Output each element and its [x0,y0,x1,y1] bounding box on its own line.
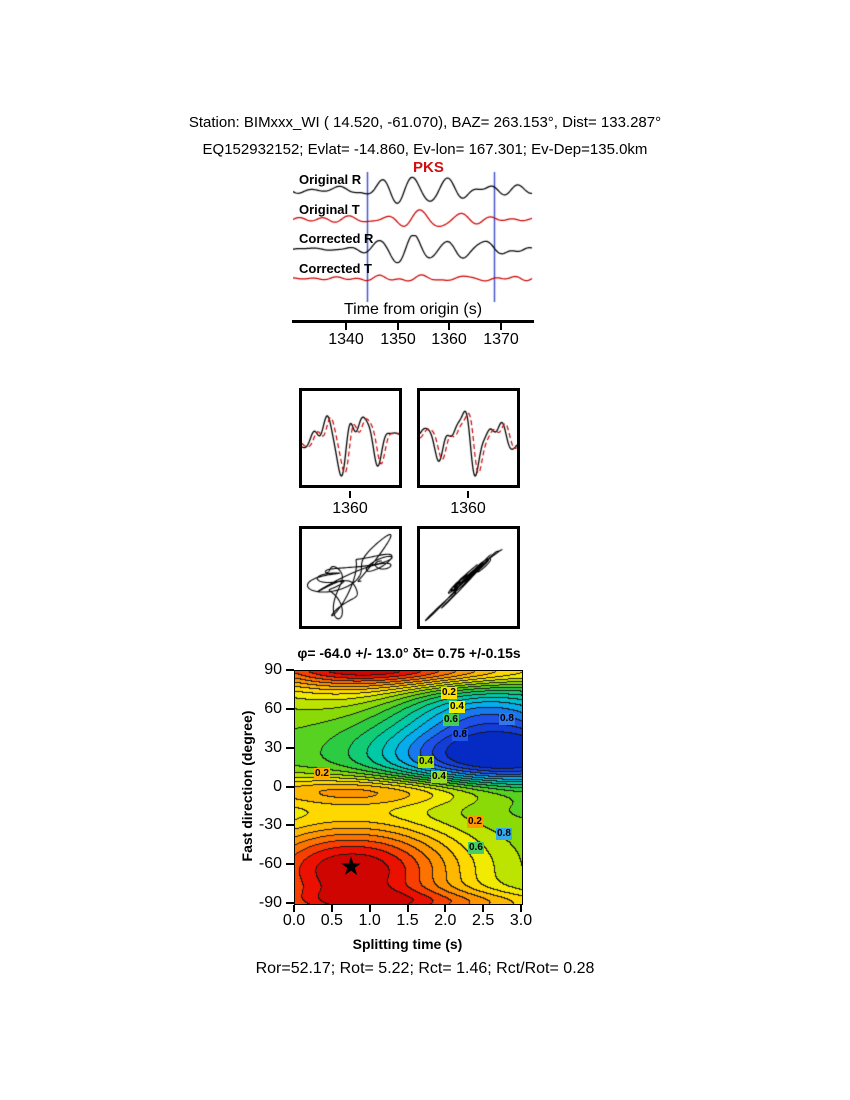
fast-direction-tick [286,785,294,788]
contour-level-label: 0.6 [468,842,484,854]
splitting-time-tick-label: 2.0 [434,912,457,929]
splitting-time-tick-label: 0.5 [320,912,343,929]
time-axis-tick-label: 1370 [483,331,519,348]
fast-direction-tick-label: 60 [264,699,282,717]
splitting-time-tick-label: 2.5 [472,912,495,929]
window-tick-label-2: 1360 [450,500,486,517]
time-axis-tick-label: 1340 [328,331,364,348]
time-axis-tick-label: 1360 [431,331,467,348]
time-axis-tick [448,323,450,330]
window-waveform-box-2 [417,388,520,488]
trace-label-corrected-t: Corrected T [299,260,372,276]
particle-motion-canvas-2 [420,529,517,626]
window-waveform-canvas-2 [420,391,517,485]
window-box-tick-2 [467,491,469,498]
contour-level-label: 0.6 [443,714,459,726]
time-axis-tick [397,323,399,330]
contour-level-label: 0.8 [499,713,515,725]
trace-label-corrected-r: Corrected R [299,231,374,246]
trace-label-original-r: Original R [299,172,362,187]
time-axis-tick [500,323,502,330]
splitting-time-tick-label: 0.0 [282,912,306,929]
fast-direction-tick-label: -30 [258,816,282,834]
fast-direction-tick [286,707,294,710]
contour-level-label: 0.2 [467,816,483,828]
particle-motion-box-1 [299,526,402,629]
time-axis-line [292,320,534,323]
splitting-time-tick-label: 3.0 [509,912,533,929]
fast-direction-tick [286,669,294,671]
contour-title: φ= -64.0 +/- 13.0° δt= 0.75 +/-0.15s [297,645,521,661]
window-tick-label-1: 1360 [332,500,368,517]
seismogram-traces-canvas [293,166,533,308]
time-axis-tick-label: 1350 [380,331,416,348]
splitting-time-tick [406,905,409,912]
station-title: Station: BIMxxx_WI ( 14.520, -61.070), B… [188,114,662,131]
contour-level-label: 0.2 [441,687,457,699]
fast-direction-tick-label: 30 [264,738,282,756]
fast-direction-tick [286,746,294,749]
fast-direction-tick-label: 0 [273,777,282,795]
splitting-time-tick [330,905,333,912]
window-waveform-box-1 [299,388,402,488]
contour-level-label: 0.4 [418,756,434,768]
particle-motion-canvas-1 [302,529,399,626]
fast-direction-tick-label: 90 [264,661,282,678]
fast-direction-tick-label: -90 [258,894,282,911]
fast-direction-tick [286,824,294,827]
fast-direction-tick [286,863,294,866]
time-axis-tick [345,323,347,330]
splitting-time-tick [368,905,371,912]
splitting-time-tick-label: 1.5 [396,912,419,929]
event-info: EQ152932152; Evlat= -14.860, Ev-lon= 167… [202,141,648,158]
splitting-time-tick [293,905,295,912]
splitting-time-tick-label: 1.0 [358,912,381,929]
misfit-contour-canvas [294,670,523,905]
contour-level-label: 0.4 [449,701,465,713]
contour-level-label: 0.8 [496,828,512,840]
fast-direction-tick-label: -60 [258,855,282,873]
statistics-line: Ror=52.17; Rot= 5.22; Rct= 1.46; Rct/Rot… [255,960,595,977]
window-box-tick-1 [349,491,351,498]
fast-direction-tick [286,902,294,904]
time-axis-title: Time from origin (s) [343,301,483,318]
splitting-time-axis-title: Splitting time (s) [352,936,463,952]
best-fit-star-marker: ★ [339,851,363,881]
particle-motion-box-2 [417,526,520,629]
splitting-time-tick [520,905,522,912]
contour-level-label: 0.8 [452,729,468,741]
splitting-time-tick [444,905,447,912]
window-waveform-canvas-1 [302,391,399,485]
trace-label-original-t: Original T [299,201,360,217]
contour-level-label: 0.4 [431,771,447,783]
contour-level-label: 0.2 [314,768,330,780]
splitting-time-tick [482,905,485,912]
